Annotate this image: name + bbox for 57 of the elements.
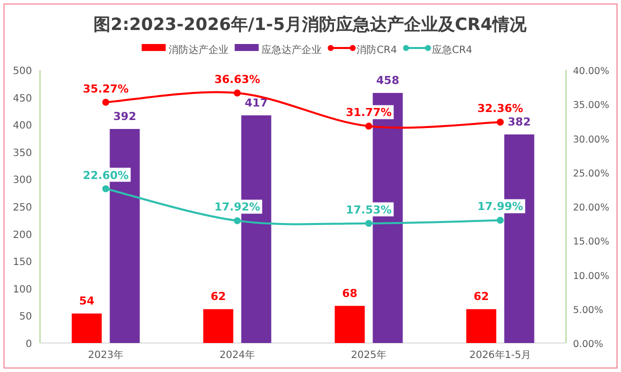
data-label: 36.63% (214, 73, 260, 86)
y2-tick-label: 25.00% (573, 168, 610, 180)
y-tick-label: 150 (12, 257, 32, 268)
y-tick-label: 200 (12, 230, 32, 241)
y2-tick-label: 20.00% (573, 202, 610, 214)
y-tick-label: 450 (12, 93, 32, 104)
y-tick-label: 500 (12, 66, 32, 77)
y2-tick-label: 0.00% (573, 339, 604, 350)
y2-tick-label: 30.00% (573, 134, 610, 146)
data-label: 17.92% (214, 200, 260, 214)
data-label: 31.77% (346, 106, 392, 120)
point (234, 217, 241, 224)
point (365, 220, 372, 227)
legend-label: 消防CR4 (356, 44, 397, 56)
point (496, 216, 504, 224)
bar (72, 314, 102, 343)
x-tick-label: 2025年 (351, 349, 386, 361)
y-tick-label: 350 (12, 148, 32, 159)
point (102, 185, 110, 192)
legend-label: 消防达产企业 (168, 44, 229, 56)
data-label: 17.53% (346, 203, 392, 216)
y2-tick-label: 40.00% (573, 66, 610, 77)
data-label: 17.99% (477, 200, 524, 214)
data-label: 35.27% (82, 82, 129, 96)
y-tick-label: 400 (12, 120, 32, 132)
legend-label: 应急CR4 (432, 44, 472, 56)
data-label: 458 (376, 74, 400, 87)
y-tick-label: 100 (12, 284, 32, 296)
y2-tick-label: 10.00% (573, 270, 610, 282)
data-label: 22.60% (82, 168, 129, 182)
y-tick-label: 250 (12, 202, 32, 214)
chart-title: 图2:2023-2026年/1-5月消防应急达产企业及CR4情况 (94, 15, 528, 35)
y2-tick-label: 35.00% (573, 100, 610, 112)
x-tick-label: 2023年 (88, 349, 124, 361)
y2-tick-label: 5.00% (573, 304, 604, 316)
data-label: 54 (79, 294, 95, 308)
bar (203, 309, 234, 343)
point (102, 98, 110, 106)
data-label: 62 (210, 290, 226, 304)
x-tick-label: 2026年1-5月 (469, 349, 532, 361)
data-label: 392 (113, 110, 136, 123)
bar (334, 306, 365, 343)
x-tick-label: 2024年 (220, 349, 255, 361)
point (496, 118, 504, 126)
data-label: 417 (244, 96, 268, 110)
point (365, 122, 372, 130)
data-label: 382 (508, 115, 531, 128)
y-tick-label: 0 (26, 339, 32, 350)
y-tick-label: 300 (12, 175, 32, 186)
data-label: 68 (342, 286, 358, 300)
bar (466, 309, 496, 343)
point (234, 90, 241, 96)
legend-label: 应急达产企业 (262, 44, 322, 56)
data-label: 32.36% (477, 102, 524, 116)
y2-tick-label: 15.00% (573, 236, 610, 248)
data-label: 62 (474, 290, 489, 304)
y-tick-label: 50 (19, 312, 32, 323)
